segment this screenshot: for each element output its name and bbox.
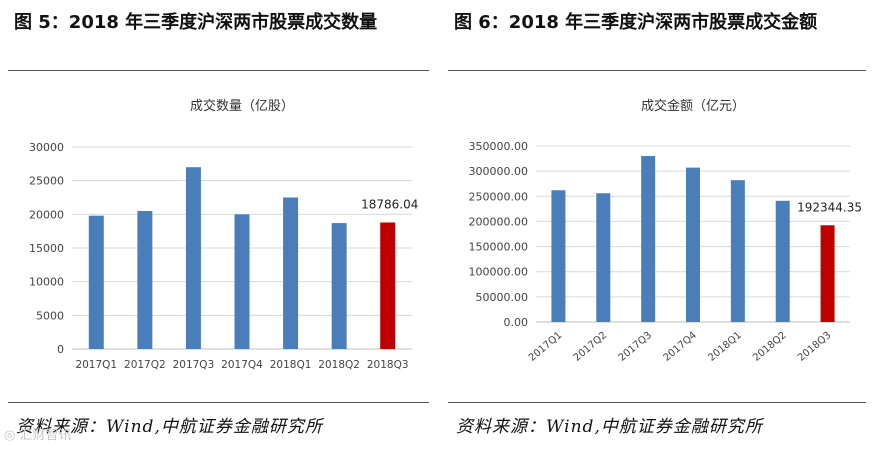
footer-divider	[8, 402, 429, 403]
x-tick-label: 2018Q1	[270, 359, 312, 371]
x-tick-label: 2017Q4	[221, 359, 263, 371]
source-note: 资料来源：Wind,中航证券金融研究所	[16, 417, 323, 437]
x-tick-label: 2017Q2	[124, 359, 166, 371]
bar	[283, 197, 299, 349]
y-tick-label: 10000	[29, 276, 64, 289]
x-tick-label: 2018Q3	[367, 359, 409, 371]
y-tick-label: 300000.00	[469, 165, 529, 178]
x-tick-label: 2017Q2	[572, 330, 609, 364]
data-label: 18786.04	[361, 198, 418, 212]
y-tick-label: 0.00	[504, 316, 529, 329]
x-tick-label: 2017Q4	[661, 330, 698, 364]
x-tick-label: 2017Q3	[173, 359, 215, 371]
y-tick-label: 0	[57, 343, 64, 356]
x-tick-label: 2018Q3	[796, 330, 833, 364]
bar	[641, 156, 656, 322]
y-tick-label: 50000.00	[476, 291, 529, 304]
figure-title: 图 5：2018 年三季度沪深两市股票成交数量	[14, 12, 378, 33]
y-tick-label: 250000.00	[469, 190, 529, 203]
figure-6-panel: 图 6：2018 年三季度沪深两市股票成交金额 成交金额（亿元） 0.00 5000…	[440, 0, 874, 451]
chart-title: 成交金额（亿元）	[641, 98, 745, 114]
chart-title: 成交数量（亿股）	[190, 98, 294, 114]
bar	[331, 223, 347, 349]
y-tick-label: 100000.00	[469, 266, 529, 279]
bar	[730, 180, 745, 322]
y-tick-label: 350000.00	[469, 140, 529, 153]
bar	[686, 167, 700, 322]
amount-chart: 成交金额（亿元） 0.00 50000.00 100000.00 150000.00 20…	[469, 98, 863, 364]
y-tick-label: 5000	[36, 309, 64, 322]
bar	[775, 200, 790, 322]
data-label: 192344.35	[797, 200, 862, 214]
volume-chart: 成交数量（亿股） 0 5000 10000 15000 20000 25000 30000 20…	[29, 98, 418, 371]
watermark: ◎ 汇财智讯	[4, 428, 72, 443]
figure-5-panel: 图 5：2018 年三季度沪深两市股票成交数量 成交数量（亿股） 0 5000 100…	[8, 12, 429, 437]
title-divider	[8, 70, 429, 71]
y-tick-label: 200000.00	[469, 215, 529, 228]
bar	[185, 167, 201, 349]
title-divider	[448, 70, 866, 71]
x-tick-label: 2017Q3	[617, 330, 654, 364]
bar	[596, 193, 611, 322]
bar	[380, 222, 396, 349]
x-tick-label: 2018Q2	[318, 359, 360, 371]
bar	[88, 215, 104, 349]
x-tick-label: 2017Q1	[75, 359, 117, 371]
x-tick-label: 2018Q2	[751, 330, 788, 364]
x-tick-label: 2017Q1	[527, 330, 564, 364]
y-tick-label: 30000	[29, 141, 64, 154]
source-note: 资料来源：Wind,中航证券金融研究所	[456, 417, 763, 437]
y-tick-label: 150000.00	[469, 241, 529, 254]
bar	[820, 225, 835, 322]
bar	[551, 190, 566, 322]
bar	[234, 214, 250, 349]
y-tick-label: 20000	[29, 208, 64, 221]
y-tick-label: 15000	[29, 242, 64, 255]
footer-divider	[448, 402, 866, 403]
bar	[137, 210, 153, 349]
figure-title: 图 6：2018 年三季度沪深两市股票成交金额	[454, 12, 818, 33]
x-tick-label: 2018Q1	[706, 330, 743, 364]
y-tick-label: 25000	[29, 175, 64, 188]
